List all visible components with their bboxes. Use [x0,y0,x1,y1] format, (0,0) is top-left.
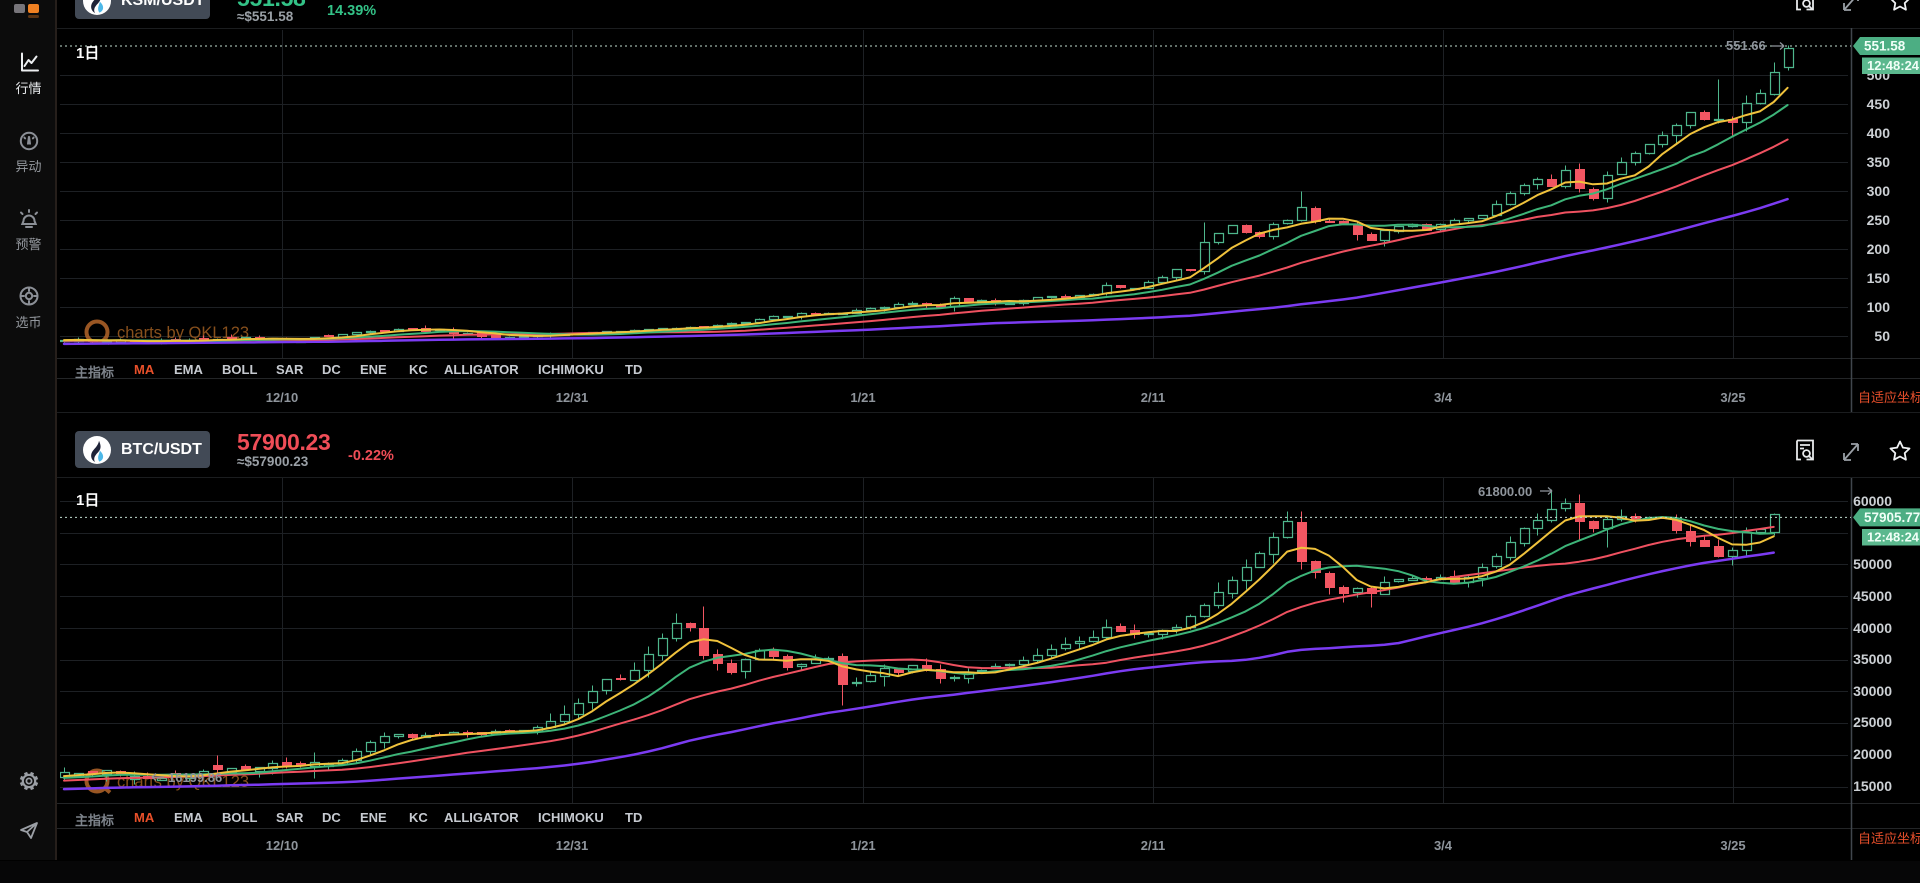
svg-text:200: 200 [1867,241,1891,257]
svg-text:20000: 20000 [1853,746,1892,762]
svg-text:60000: 60000 [1853,493,1892,509]
svg-text:12:48:24: 12:48:24 [1867,530,1920,545]
svg-text:3/4: 3/4 [1434,390,1453,405]
svg-text:12/31: 12/31 [556,390,589,405]
svg-text:自适应坐标: 自适应坐标 [1858,831,1920,846]
svg-text:1日: 1日 [76,492,99,509]
svg-text:1/21: 1/21 [850,838,875,853]
svg-text:250: 250 [1867,212,1891,228]
svg-text:551.66: 551.66 [1726,38,1766,53]
svg-text:45000: 45000 [1853,588,1892,604]
svg-text:charts by QKL123: charts by QKL123 [117,324,249,342]
svg-text:1/21: 1/21 [850,390,875,405]
svg-text:12/31: 12/31 [556,838,589,853]
svg-text:30000: 30000 [1853,683,1892,699]
svg-text:551.58: 551.58 [1864,39,1906,54]
svg-text:400: 400 [1867,125,1891,141]
svg-text:2/11: 2/11 [1141,390,1166,405]
svg-text:3/25: 3/25 [1720,390,1745,405]
svg-text:50000: 50000 [1853,556,1892,572]
svg-text:57905.77: 57905.77 [1864,510,1920,525]
svg-text:3/25: 3/25 [1720,838,1745,853]
svg-text:12/10: 12/10 [266,838,299,853]
svg-text:300: 300 [1867,183,1891,199]
svg-text:15000: 15000 [1853,778,1892,794]
svg-text:1日: 1日 [76,45,99,62]
svg-text:2/11: 2/11 [1141,838,1166,853]
svg-text:3/4: 3/4 [1434,838,1453,853]
svg-text:12/10: 12/10 [266,390,299,405]
svg-text:40000: 40000 [1853,620,1892,636]
svg-text:450: 450 [1867,96,1891,112]
svg-text:150: 150 [1867,270,1891,286]
svg-text:100: 100 [1867,299,1891,315]
svg-text:25000: 25000 [1853,714,1892,730]
svg-text:35000: 35000 [1853,651,1892,667]
svg-text:自适应坐标: 自适应坐标 [1858,390,1920,405]
svg-text:350: 350 [1867,154,1891,170]
svg-text:61800.00: 61800.00 [1478,484,1532,499]
svg-text:16199.86: 16199.86 [168,770,222,785]
svg-text:50: 50 [1874,328,1890,344]
svg-text:12:48:24: 12:48:24 [1867,58,1920,73]
